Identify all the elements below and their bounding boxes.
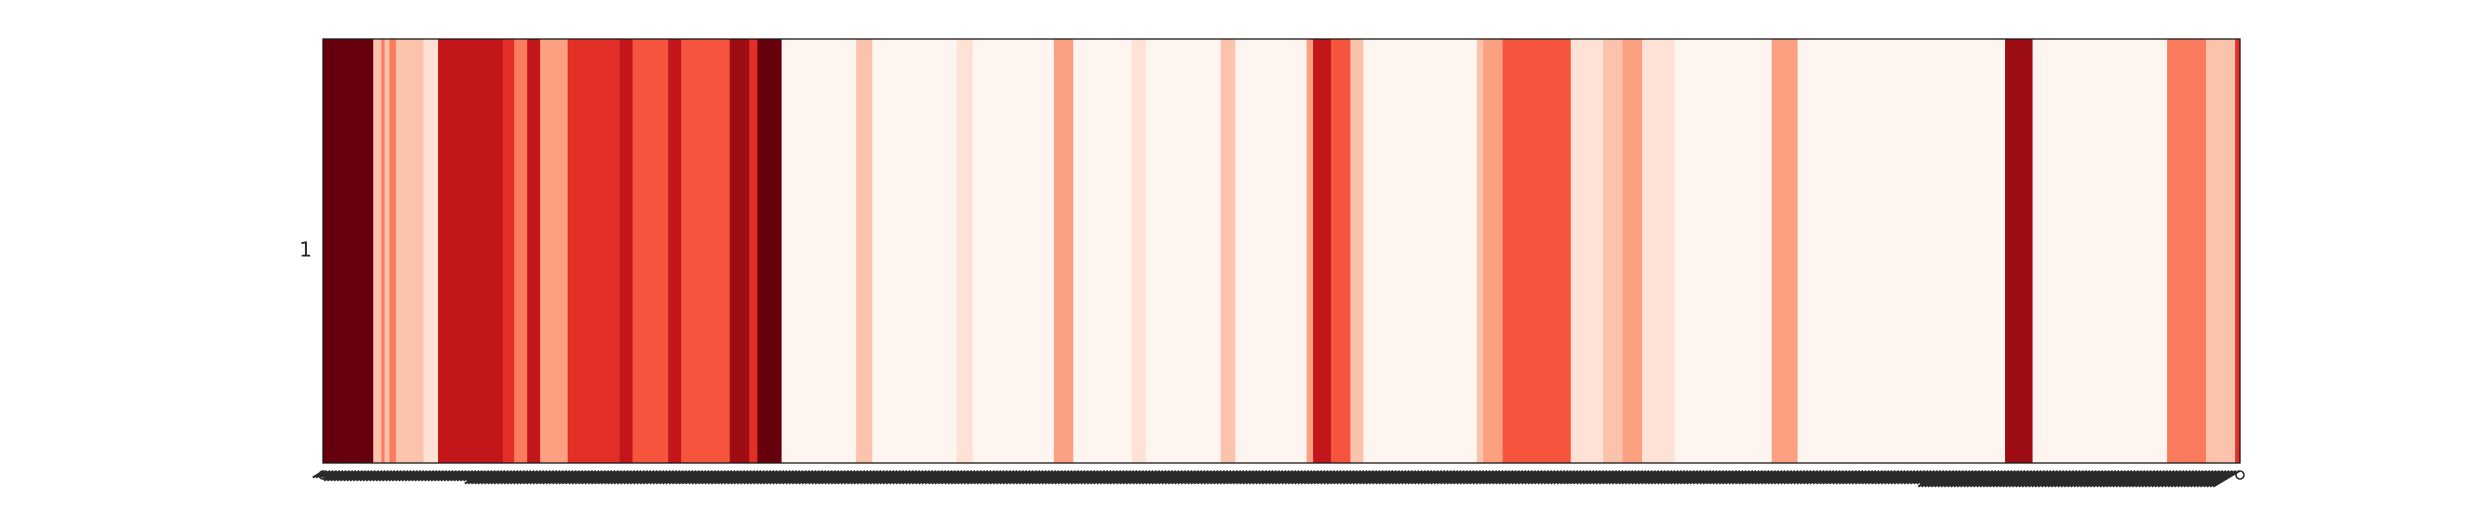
y-tick-label: 1 [299,238,312,262]
x-tick-end-glyph [2236,471,2244,479]
heatmap-cells [323,39,2240,463]
x-tick-labels [313,471,2244,487]
